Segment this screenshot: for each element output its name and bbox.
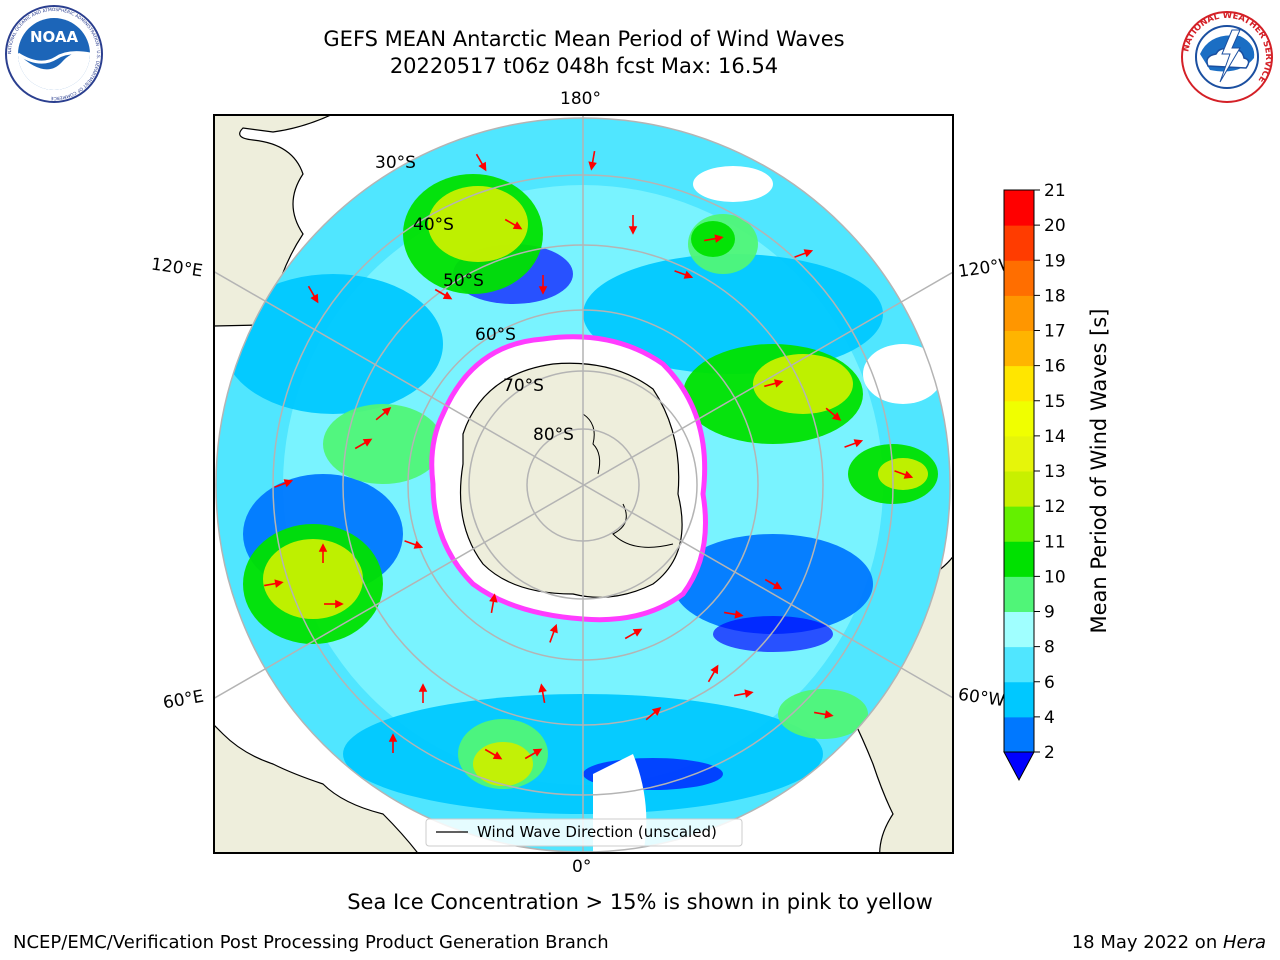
lon-label-120e: 120°E	[149, 254, 204, 282]
colorbar-segment	[1004, 330, 1034, 367]
noaa-logo: NOAA NATIONAL OCEANIC AND ATMOSPHERIC AD…	[5, 5, 103, 103]
colorbar-tick-label: 14	[1044, 427, 1066, 447]
colorbar-segment	[1004, 611, 1034, 648]
land-antarctica	[459, 362, 683, 598]
lat-label-30s: 30°S	[375, 153, 416, 173]
noaa-logo-text: NOAA	[30, 28, 79, 46]
wind-wave-arrows	[263, 150, 914, 760]
colorbar: 2 4 6 8 9 10 11 12 13 14 15 16 17 18 19 20 21 Mean Perio…	[1003, 181, 1111, 782]
colorbar-tick-label: 9	[1044, 603, 1055, 623]
colorbar-segment	[1004, 541, 1034, 577]
colorbar-tick-label: 11	[1044, 532, 1066, 552]
colorbar-segment	[1004, 506, 1034, 542]
colorbar-segment	[1004, 435, 1034, 472]
footer-date-text: 18 May 2022 on	[1071, 932, 1223, 953]
nws-logo: NATIONAL WEATHER SERVICE	[1181, 11, 1273, 103]
colorbar-tick-label: 13	[1044, 462, 1066, 482]
colorbar-tick-label: 6	[1044, 673, 1055, 693]
lon-label-60e: 60°E	[161, 686, 206, 714]
colorbar-segment	[1004, 471, 1034, 507]
colorbar-tick-label: 2	[1044, 743, 1055, 763]
colorbar-tick-label: 15	[1044, 392, 1066, 412]
chart-subtitle-line: 20220517 t06z 048h fcst Max: 16.54	[389, 54, 779, 78]
sea-ice-note: Sea Ice Concentration > 15% is shown in …	[347, 890, 933, 914]
legend-label: Wind Wave Direction (unscaled)	[477, 823, 717, 841]
colorbar-tick-label: 10	[1044, 567, 1066, 587]
colorbar-tick-label: 8	[1044, 638, 1055, 658]
colorbar-segment	[1004, 716, 1034, 753]
colorbar-segment	[1004, 260, 1034, 296]
lat-label-50s: 50°S	[443, 271, 484, 291]
graticule	[214, 115, 953, 853]
colorbar-tick-label: 16	[1044, 357, 1066, 377]
lon-label-180: 180°	[560, 89, 601, 109]
lat-label-70s: 70°S	[503, 376, 544, 396]
colorbar-segment	[1004, 646, 1034, 683]
land-africa	[214, 724, 419, 853]
colorbar-under-triangle	[1003, 751, 1035, 782]
colorbar-segment	[1004, 576, 1034, 612]
lat-label-80s: 80°S	[533, 425, 574, 445]
colorbar-segments	[1004, 190, 1034, 753]
colorbar-segment	[1004, 190, 1034, 226]
colorbar-tick-label: 21	[1044, 181, 1066, 201]
colorbar-segment	[1004, 400, 1034, 437]
footer-host: Hera	[1222, 932, 1266, 953]
colorbar-tick-label: 19	[1044, 251, 1066, 271]
colorbar-segment	[1004, 225, 1034, 261]
colorbar-label: Mean Period of Wind Waves [s]	[1087, 309, 1111, 634]
colorbar-tick-label: 20	[1044, 216, 1066, 236]
footer-date: 18 May 2022 on Hera	[1072, 932, 1266, 953]
colorbar-tick-label: 4	[1044, 708, 1055, 728]
footer-credit: NCEP/EMC/Verification Post Processing Pr…	[13, 932, 609, 953]
lon-label-0: 0°	[572, 857, 592, 877]
colorbar-segment	[1004, 365, 1034, 402]
colorbar-ticks: 2 4 6 8 9 10 11 12 13 14 15 16 17 18 19 20 21	[1034, 181, 1066, 763]
map-frame	[213, 114, 954, 854]
colorbar-segment	[1004, 295, 1034, 331]
colorbar-tick-label: 18	[1044, 286, 1066, 306]
colorbar-tick-label: 17	[1044, 322, 1066, 342]
chart-title: GEFS MEAN Antarctic Mean Period of Wind …	[323, 27, 845, 51]
colorbar-tick-label: 12	[1044, 497, 1066, 517]
lat-label-60s: 60°S	[475, 325, 516, 345]
lat-label-40s: 40°S	[413, 215, 454, 235]
polar-map: Wind Wave Direction (unscaled) 30°S 40°S…	[213, 114, 954, 854]
latitude-labels: 30°S 40°S 50°S 60°S 70°S 80°S	[375, 153, 574, 445]
colorbar-segment	[1004, 681, 1034, 718]
map-legend: Wind Wave Direction (unscaled)	[425, 818, 743, 847]
